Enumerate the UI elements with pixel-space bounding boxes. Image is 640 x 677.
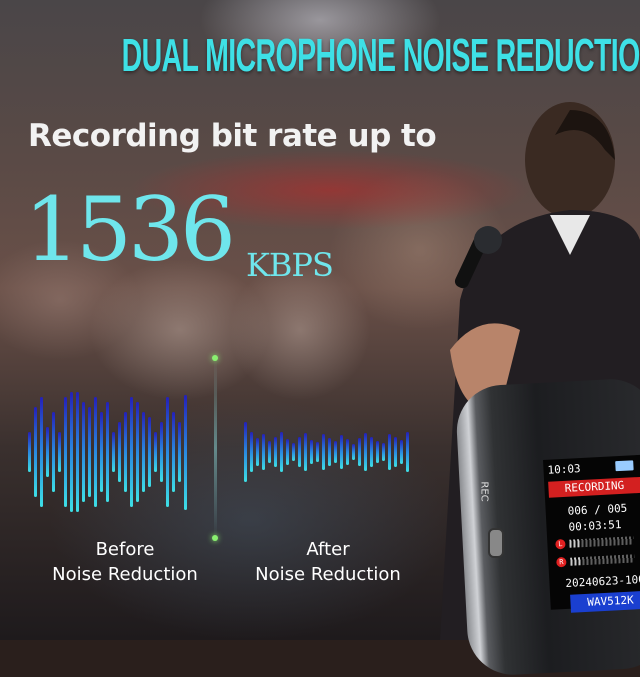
waveform-bar (322, 434, 325, 470)
waveform-bar (112, 432, 115, 472)
subheadline: Recording bit rate up to (28, 118, 437, 154)
waveform-bar (388, 434, 391, 470)
elapsed-time: 00:03:51 (568, 517, 622, 534)
rec-switch (488, 528, 504, 558)
waveform-bar (160, 422, 163, 482)
after-caption: After Noise Reduction (243, 537, 413, 587)
waveform-bar (100, 412, 103, 492)
waveform-bar (52, 412, 55, 492)
before-caption: Before Noise Reduction (40, 537, 210, 587)
waveform-bar (304, 433, 307, 471)
waveform-bar (280, 432, 283, 472)
waveform-bar (286, 439, 289, 465)
before-waveform (28, 380, 198, 520)
waveform-bar (250, 432, 253, 472)
waveform-bar (262, 434, 265, 470)
waveform-bar (88, 407, 91, 497)
waveform-bar (334, 441, 337, 463)
waveform-bar (376, 441, 379, 463)
waveform-bar (64, 397, 67, 507)
waveform-bar (130, 397, 133, 507)
bitrate-value: 1536 (24, 178, 236, 281)
file-name: 20240623-100 (565, 572, 640, 590)
waveform-bar (46, 427, 49, 477)
waveform-bar (394, 437, 397, 467)
waveform-bar (58, 432, 61, 472)
recording-status: RECORDING (548, 476, 640, 498)
waveform-bar (382, 443, 385, 461)
before-caption-line1: Before (95, 539, 155, 560)
divider-dot-top (212, 355, 218, 361)
battery-icon (615, 460, 634, 472)
after-caption-line1: After (306, 539, 350, 560)
waveform-bar (298, 437, 301, 467)
waveform-bar (370, 437, 373, 467)
waveform-bar (70, 392, 73, 512)
file-index: 006 / 005 (567, 501, 628, 518)
waveform-bar (106, 402, 109, 502)
waveform-bar (340, 435, 343, 469)
waveform-bar (184, 394, 187, 510)
waveform-bar (94, 397, 97, 507)
waveform-bar (364, 433, 367, 471)
before-caption-line2: Noise Reduction (52, 564, 198, 585)
after-waveform (244, 380, 414, 520)
rec-label: REC (478, 481, 490, 502)
waveform-bar (310, 440, 313, 464)
waveform-bar (352, 444, 355, 460)
after-caption-line2: Noise Reduction (255, 564, 401, 585)
headline: DUAL MICROPHONE NOISE REDUCTION (121, 29, 640, 81)
screen-time: 10:03 (547, 462, 581, 477)
waveform-bar (76, 392, 79, 512)
waveform-bar (274, 437, 277, 467)
bitrate-unit: KBPS (246, 246, 334, 284)
waveform-bar (358, 438, 361, 466)
waveform-bar (244, 422, 247, 482)
waveform-bar (40, 397, 43, 507)
waveform-bar (28, 432, 31, 472)
waveform-bar (268, 441, 271, 463)
waveform-bar (256, 438, 259, 466)
waveform-bar (154, 432, 157, 472)
waveform-bar (142, 412, 145, 492)
waveform-bar (346, 439, 349, 465)
waveform-bar (172, 412, 175, 492)
waveform-bar (178, 422, 181, 482)
waveform-bar (328, 438, 331, 466)
waveform-bar (400, 440, 403, 464)
format-badge: WAV512K (570, 590, 640, 613)
device-screen: 10:03 RECORDING 006 / 005 00:03:51 L R 2… (543, 454, 640, 613)
left-level-meter (569, 536, 634, 548)
right-channel-badge: R (556, 556, 567, 568)
waveform-bar (406, 432, 409, 472)
waveform-bar (148, 417, 151, 487)
divider-dot-bottom (212, 535, 218, 541)
waveform-bar (124, 412, 127, 492)
right-level-meter (570, 554, 635, 566)
waveform-bar (316, 442, 319, 462)
waveform-bar (166, 397, 169, 507)
waveform-bar (34, 407, 37, 497)
waveform-bar (118, 422, 121, 482)
divider-line (214, 358, 217, 538)
left-channel-badge: L (555, 538, 566, 550)
waveform-bar (82, 402, 85, 502)
waveform-bar (136, 402, 139, 502)
waveform-bar (292, 443, 295, 461)
